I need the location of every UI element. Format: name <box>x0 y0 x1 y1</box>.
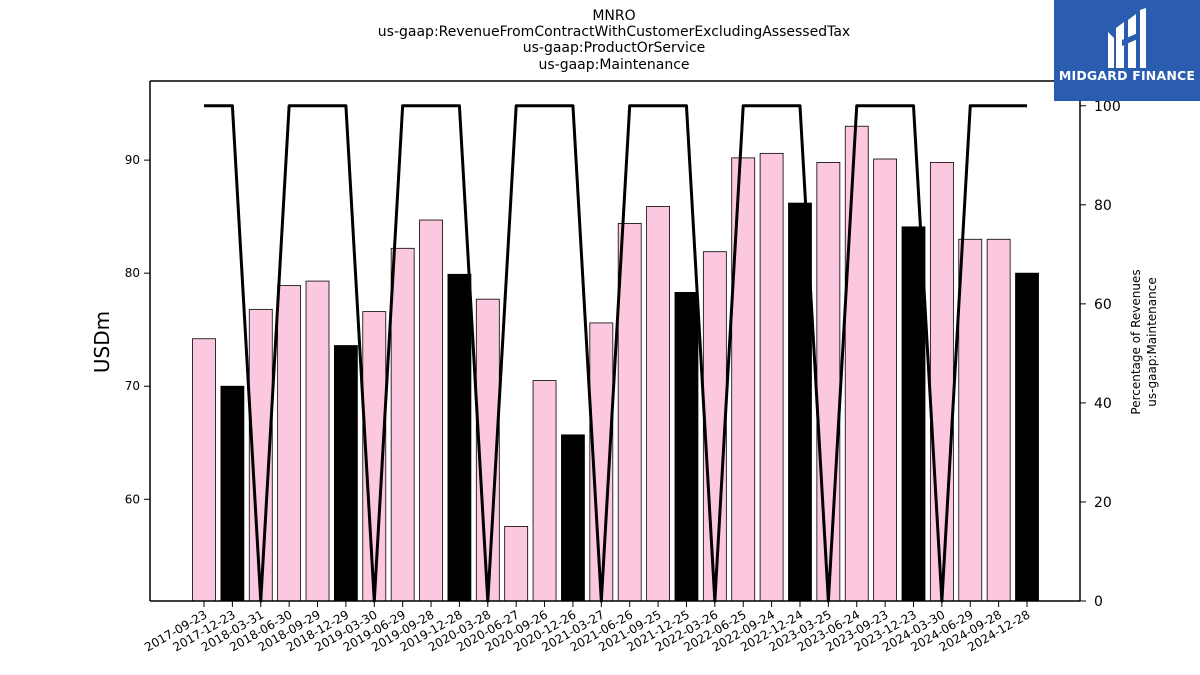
chart-title-line-4: us-gaap:Maintenance <box>538 57 689 73</box>
y2-tick-label: 0 <box>1094 594 1103 610</box>
bar-2019-12-28 <box>447 273 472 602</box>
y-tick-label: 80 <box>125 266 140 280</box>
brand-name: MIDGARD FINANCE <box>1058 68 1196 83</box>
bar-2018-12-29 <box>333 345 358 602</box>
bar-2021-12-25 <box>674 291 699 602</box>
y2-tick-label: 20 <box>1094 495 1112 511</box>
chart-title-line-2: us-gaap:RevenueFromContractWithCustomerE… <box>378 24 850 40</box>
bar-2024-06-29 <box>958 238 983 602</box>
bar-2020-09-26 <box>532 380 557 602</box>
chart-title-line-1: MNRO <box>592 8 635 24</box>
y2-axis-label-line-1: Percentage of Revenues <box>1129 269 1143 414</box>
y-tick-label: 90 <box>125 153 140 167</box>
bar-2021-06-26 <box>617 223 642 602</box>
bar-2023-06-24 <box>844 125 869 602</box>
y-tick-label: 60 <box>125 492 140 506</box>
bar-2022-03-26 <box>702 251 727 602</box>
bar-2019-06-29 <box>390 247 415 602</box>
chart-title: MNRO us-gaap:RevenueFromContractWithCust… <box>378 8 850 73</box>
bar-2019-09-28 <box>419 219 443 602</box>
bar-2024-03-30 <box>929 161 954 602</box>
bar-2023-09-23 <box>873 158 898 602</box>
bar-2017-09-23 <box>192 338 216 602</box>
y2-tick-label: 40 <box>1094 396 1112 412</box>
line-series <box>204 104 1028 603</box>
y2-tick-label: 80 <box>1094 198 1112 214</box>
y-axis-label: USDm <box>90 311 114 373</box>
y2-tick-label: 100 <box>1094 99 1121 115</box>
y2-axis-label-line-2: us-gaap:Maintenance <box>1145 277 1159 406</box>
midgard-logo-icon <box>1108 8 1146 68</box>
bar-2024-12-28 <box>1015 272 1039 602</box>
y-tick-label: 70 <box>125 379 140 393</box>
bar-2017-12-23 <box>220 385 245 602</box>
y2-tick-label: 60 <box>1094 297 1112 313</box>
chart-title-line-3: us-gaap:ProductOrService <box>523 40 706 56</box>
bar-series <box>192 125 1039 602</box>
bar-2018-09-29 <box>305 280 330 602</box>
bar-2020-06-27 <box>504 525 529 602</box>
percentage-line <box>204 104 1028 603</box>
bar-2022-09-24 <box>759 152 784 602</box>
bar-2023-03-25 <box>816 161 841 602</box>
bar-2021-09-25 <box>646 206 670 602</box>
bar-2020-12-26 <box>561 434 585 602</box>
bar-2023-12-23 <box>901 226 926 602</box>
bar-2018-06-30 <box>277 285 302 602</box>
bar-2024-09-28 <box>986 238 1011 602</box>
brand-logo: MIDGARD FINANCE <box>1054 0 1200 101</box>
